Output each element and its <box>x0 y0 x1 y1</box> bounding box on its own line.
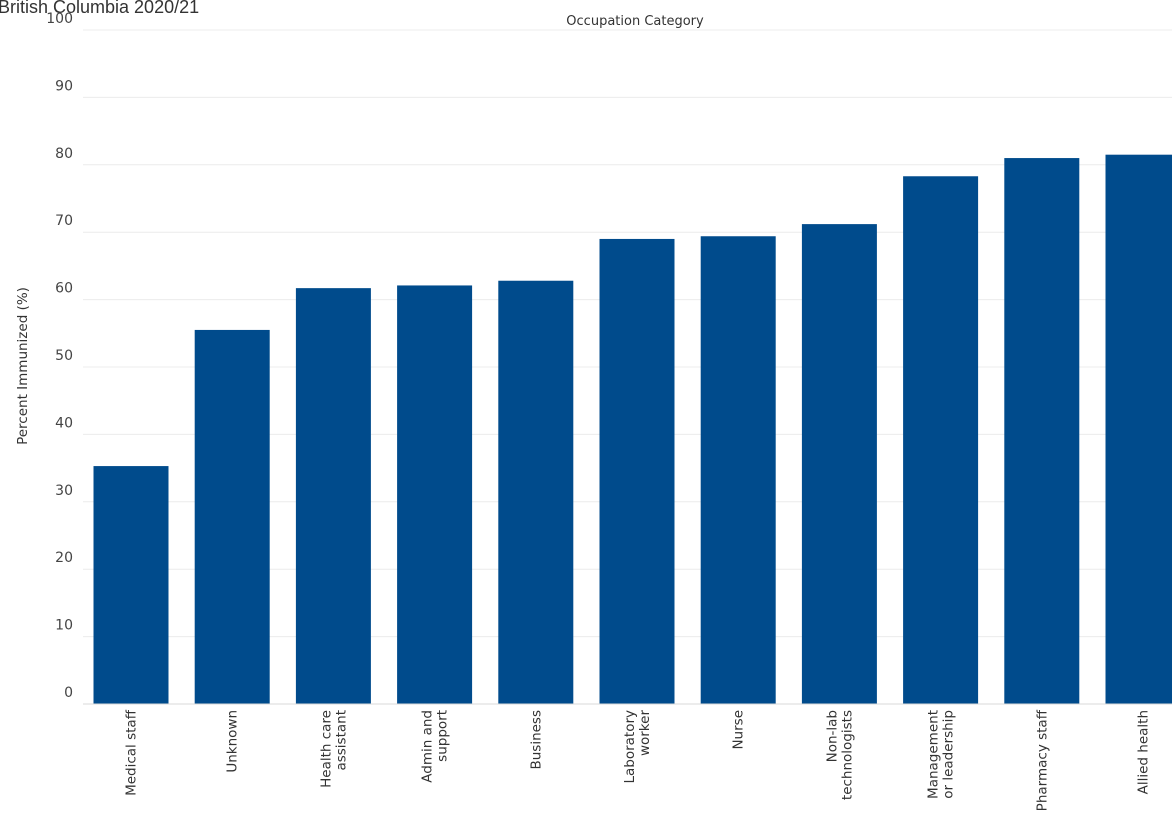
y-tick-label: 80 <box>55 146 73 162</box>
y-axis-title: Percent Immunized (%) <box>15 287 31 445</box>
x-category-label: Allied health <box>1136 710 1152 794</box>
bars <box>93 154 1172 704</box>
y-tick-label: 90 <box>55 78 73 94</box>
x-category-label: Admin and <box>420 710 436 783</box>
bar <box>1004 158 1080 704</box>
page-title: British Columbia 2020/21 <box>0 0 199 17</box>
chart-title: Occupation Category <box>566 14 704 29</box>
bar <box>93 466 169 704</box>
x-category-label: Pharmacy staff <box>1034 709 1050 811</box>
x-category-label: assistant <box>333 710 349 771</box>
bar <box>498 280 574 704</box>
bar <box>194 329 270 704</box>
x-category-label: Business <box>528 710 544 770</box>
y-tick-label: 70 <box>55 213 73 229</box>
x-category-label: or leadership <box>941 710 957 799</box>
y-tick-label: 40 <box>55 415 73 431</box>
y-tick-label: 10 <box>55 618 73 634</box>
y-axis-ticks: 0 10 20 30 40 50 60 70 80 90 100 <box>46 11 73 701</box>
x-category-label: support <box>435 710 451 762</box>
bar <box>700 236 776 704</box>
y-tick-label: 0 <box>64 685 73 701</box>
bar <box>1105 154 1172 704</box>
y-tick-label: 60 <box>55 281 73 297</box>
bar <box>397 285 473 704</box>
x-axis-labels: Medical staff Unknown Health care assistant… <box>124 709 1152 811</box>
y-tick-label: 20 <box>55 550 73 566</box>
x-category-label: Health care <box>318 710 334 788</box>
x-category-label: Management <box>926 710 942 799</box>
x-category-label: Nurse <box>731 710 747 750</box>
x-category-label: Medical staff <box>124 709 140 796</box>
bar <box>295 288 371 704</box>
x-category-label: Unknown <box>225 710 241 773</box>
x-category-label: worker <box>637 710 653 756</box>
bar <box>903 176 979 704</box>
x-category-label: Laboratory <box>622 710 638 784</box>
bar <box>599 238 675 704</box>
y-tick-label: 100 <box>46 11 73 27</box>
x-category-label: Non-lab <box>824 710 840 762</box>
x-category-label: technologists <box>839 710 855 800</box>
y-tick-label: 30 <box>55 483 73 499</box>
y-tick-label: 50 <box>55 348 73 364</box>
bar <box>801 224 877 704</box>
